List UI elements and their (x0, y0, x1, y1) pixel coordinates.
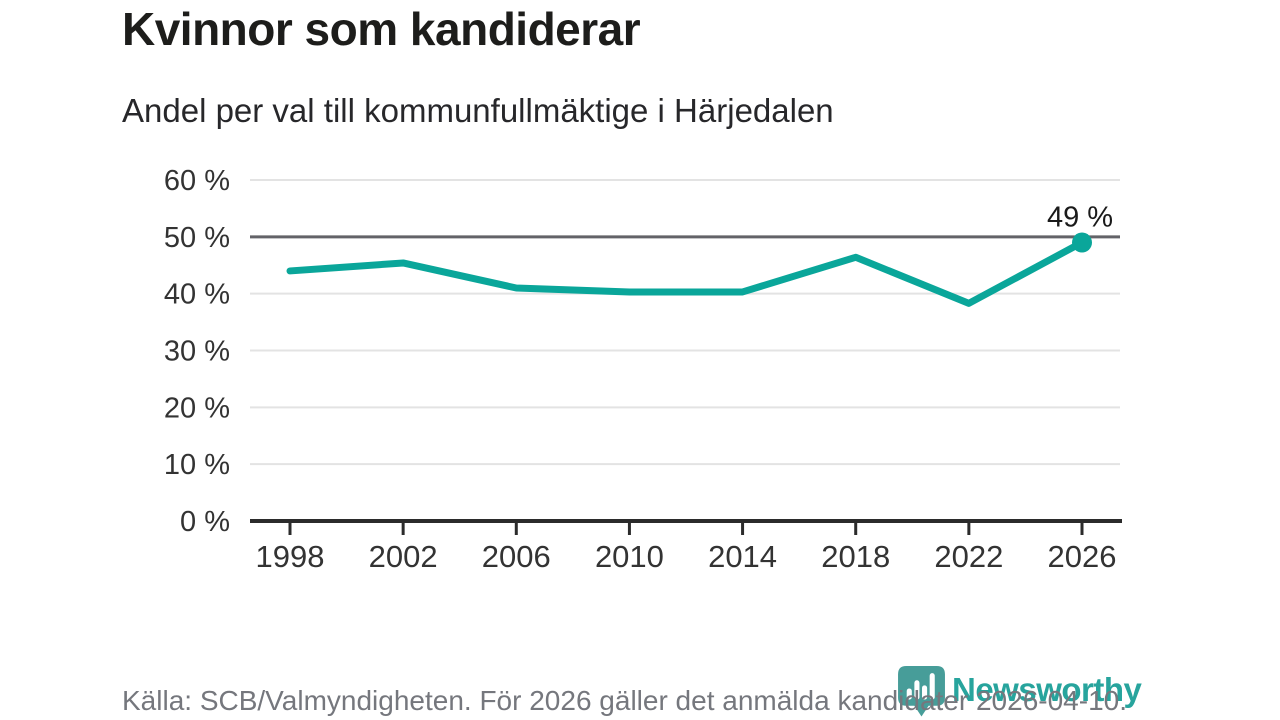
x-tick-label: 2018 (821, 539, 890, 574)
y-tick-label: 10 % (164, 449, 230, 481)
y-tick-label: 50 % (164, 222, 230, 254)
newsworthy-logo-icon (898, 666, 945, 717)
x-tick-label: 2014 (708, 539, 777, 574)
x-tick-label: 1998 (256, 539, 325, 574)
x-tick-label: 2010 (595, 539, 664, 574)
newsworthy-logo-text: Newsworthy (952, 671, 1142, 708)
x-tick-label: 2026 (1048, 539, 1117, 574)
page-title: Kvinnor som kandiderar (122, 3, 641, 55)
y-tick-label: 40 % (164, 279, 230, 311)
y-tick-label: 20 % (164, 392, 230, 424)
source-note: Källa: SCB/Valmyndigheten. För 2026 gäll… (122, 685, 1127, 716)
newsworthy-logo: Newsworthy (898, 666, 1142, 717)
chart-subtitle: Andel per val till kommunfullmäktige i H… (122, 92, 834, 129)
y-tick-label: 60 % (164, 165, 230, 197)
data-point-latest (1072, 232, 1092, 253)
data-point-label: 49 % (1047, 202, 1113, 234)
y-tick-label: 0 % (180, 506, 230, 538)
data-line (286, 239, 1086, 307)
x-tick-label: 2022 (934, 539, 1003, 574)
x-tick-label: 2002 (369, 539, 438, 574)
y-tick-label: 30 % (164, 336, 230, 368)
x-tick-label: 2006 (482, 539, 551, 574)
